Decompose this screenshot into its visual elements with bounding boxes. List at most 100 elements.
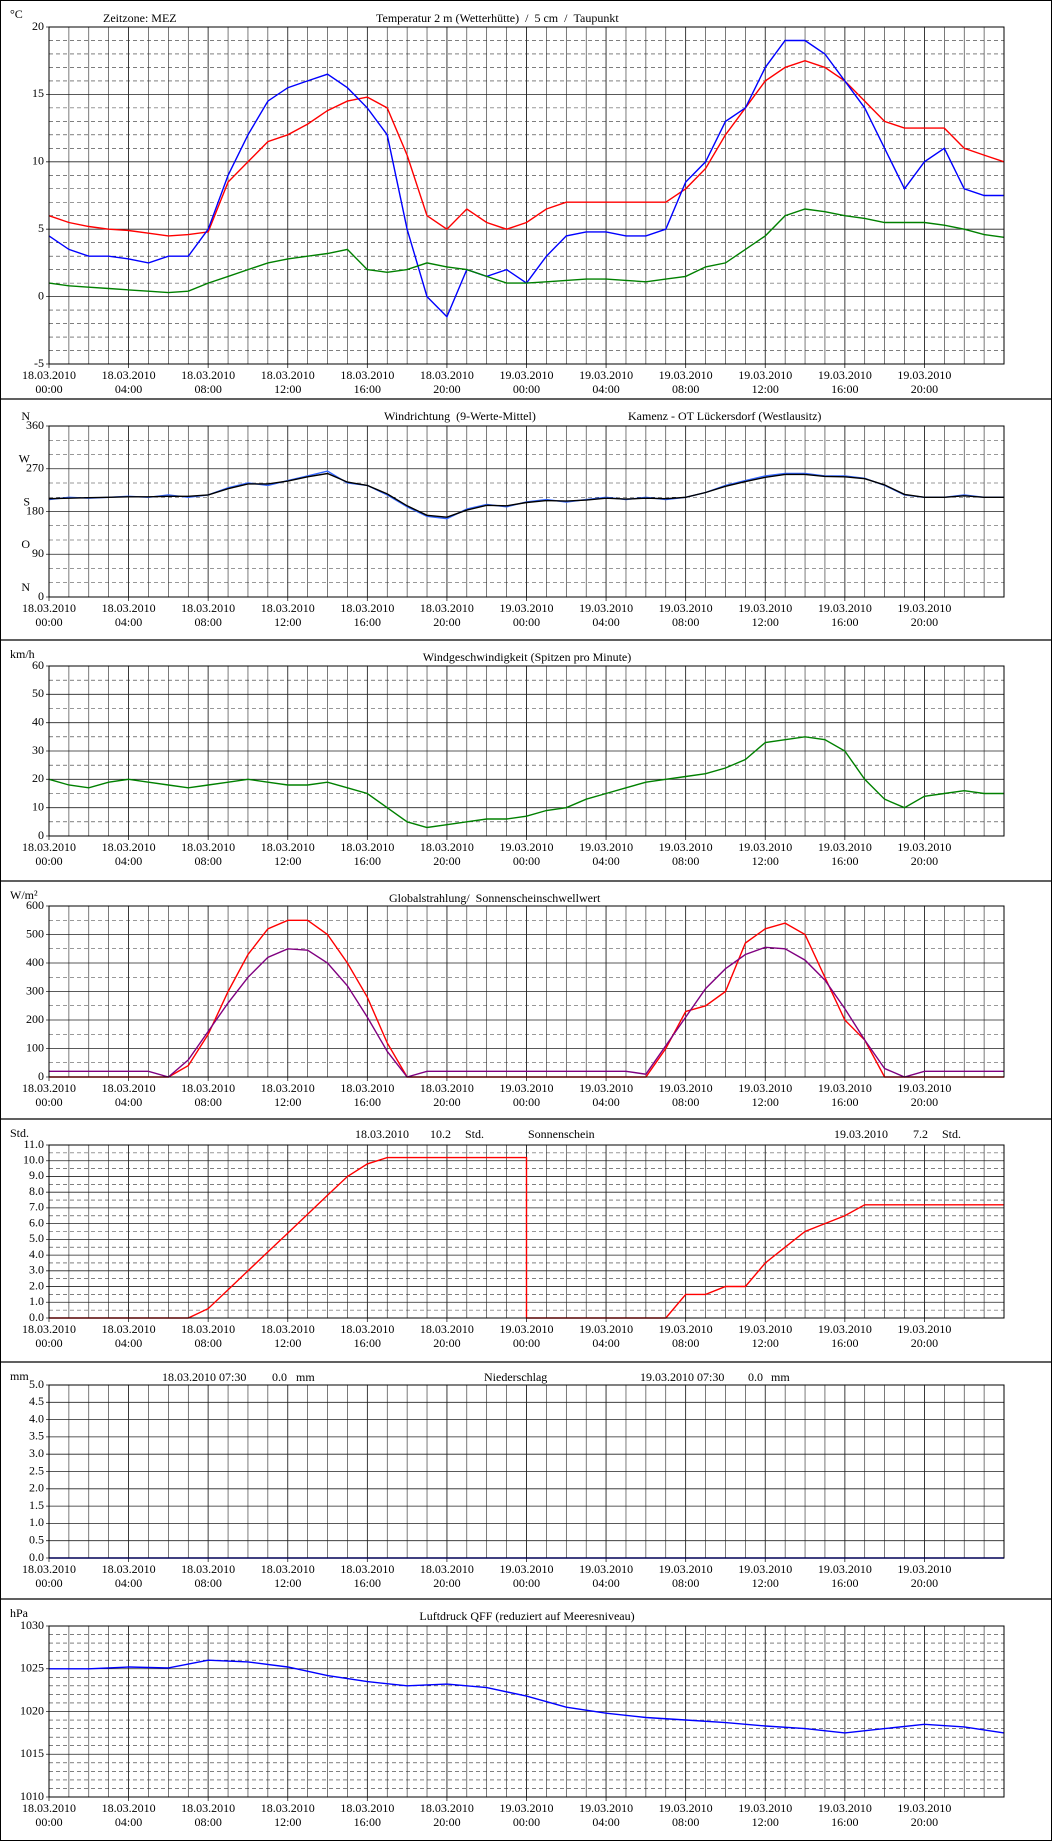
unit-label: km/h xyxy=(10,647,35,661)
x-tick-label: 19.03.2010 20:00 xyxy=(897,1801,951,1829)
x-tick-label: 19.03.2010 08:00 xyxy=(659,840,713,868)
chart-title: Luftdruck QFF (reduziert auf Meeresnivea… xyxy=(419,1609,634,1623)
x-tick-label: 19.03.2010 04:00 xyxy=(579,601,633,629)
plot-frame xyxy=(48,905,1005,1078)
x-tick-label: 19.03.2010 16:00 xyxy=(818,601,872,629)
x-tick-label: 19.03.2010 12:00 xyxy=(738,1801,792,1829)
series-line xyxy=(49,1659,1005,1734)
x-tick-label: 18.03.2010 08:00 xyxy=(181,840,235,868)
y-tick-label: 20 xyxy=(32,19,44,33)
annotation: Std. xyxy=(942,1127,961,1141)
x-tick-label: 18.03.2010 20:00 xyxy=(420,1801,474,1829)
x-tick-label: 19.03.2010 04:00 xyxy=(579,368,633,396)
y-tick-label: 1025 xyxy=(20,1661,44,1675)
x-tick-label: 18.03.2010 12:00 xyxy=(261,368,315,396)
x-tick-label: 18.03.2010 12:00 xyxy=(261,840,315,868)
x-tick-label: 19.03.2010 20:00 xyxy=(897,368,951,396)
y-tick-label: 30 xyxy=(32,743,44,757)
y-tick-label: 0 xyxy=(38,288,44,302)
x-tick-label: 18.03.2010 20:00 xyxy=(420,840,474,868)
y-tick-label: 0.5 xyxy=(29,1532,44,1546)
x-tick-label: 19.03.2010 12:00 xyxy=(738,1562,792,1590)
y-tick-label: 500 xyxy=(26,926,44,940)
x-tick-label: 19.03.2010 00:00 xyxy=(500,1322,554,1350)
x-tick-label: 18.03.2010 16:00 xyxy=(340,1322,394,1350)
x-tick-label: 19.03.2010 00:00 xyxy=(500,368,554,396)
x-tick-label: 18.03.2010 16:00 xyxy=(340,601,394,629)
direction-label: N xyxy=(21,580,30,594)
x-tick-label: 19.03.2010 00:00 xyxy=(500,601,554,629)
x-tick-label: 18.03.2010 04:00 xyxy=(102,840,156,868)
plot-frame xyxy=(48,26,1005,365)
y-tick-label: 8.0 xyxy=(29,1184,44,1198)
y-tick-label: 50 xyxy=(32,686,44,700)
x-tick-label: 19.03.2010 16:00 xyxy=(818,1801,872,1829)
y-tick-label: 3.5 xyxy=(29,1429,44,1443)
unit-label: °C xyxy=(10,7,23,21)
direction-label: N xyxy=(21,409,30,423)
y-tick-label: 300 xyxy=(26,983,44,997)
y-tick-label: 5 xyxy=(38,221,44,235)
x-tick-label: 18.03.2010 08:00 xyxy=(181,1322,235,1350)
x-tick-label: 19.03.2010 00:00 xyxy=(500,1081,554,1109)
y-tick-label: 1030 xyxy=(20,1618,44,1632)
x-tick-label: 19.03.2010 16:00 xyxy=(818,1081,872,1109)
annotation: Std. xyxy=(465,1127,484,1141)
x-tick-label: 19.03.2010 08:00 xyxy=(659,368,713,396)
y-tick-label: 10 xyxy=(32,799,44,813)
annotation: 0.0 xyxy=(748,1370,763,1384)
x-tick-label: 19.03.2010 16:00 xyxy=(818,1562,872,1590)
x-tick-label: 18.03.2010 16:00 xyxy=(340,1562,394,1590)
y-tick-label: 0 xyxy=(38,828,44,842)
x-tick-label: 18.03.2010 04:00 xyxy=(102,1081,156,1109)
unit-label: Std. xyxy=(10,1126,29,1140)
y-tick-label: 360 xyxy=(26,418,44,432)
x-tick-label: 18.03.2010 08:00 xyxy=(181,1801,235,1829)
x-tick-label: 19.03.2010 04:00 xyxy=(579,1801,633,1829)
y-tick-label: 9.0 xyxy=(29,1168,44,1182)
y-tick-label: 600 xyxy=(26,898,44,912)
x-tick-label: 18.03.2010 20:00 xyxy=(420,1562,474,1590)
x-tick-label: 18.03.2010 00:00 xyxy=(22,1801,76,1829)
x-tick-label: 18.03.2010 00:00 xyxy=(22,1322,76,1350)
x-tick-label: 19.03.2010 00:00 xyxy=(500,840,554,868)
x-tick-label: 19.03.2010 20:00 xyxy=(897,1562,951,1590)
x-tick-label: 18.03.2010 16:00 xyxy=(340,840,394,868)
x-tick-label: 19.03.2010 12:00 xyxy=(738,1322,792,1350)
y-tick-label: 20 xyxy=(32,771,44,785)
unit-label: hPa xyxy=(10,1606,29,1620)
x-tick-label: 18.03.2010 04:00 xyxy=(102,368,156,396)
x-tick-label: 19.03.2010 16:00 xyxy=(818,1322,872,1350)
x-tick-label: 18.03.2010 00:00 xyxy=(22,1081,76,1109)
legend-label: Temperatur 2 m (Wetterhütte) xyxy=(376,11,519,25)
x-tick-label: 18.03.2010 00:00 xyxy=(22,601,76,629)
direction-label: W xyxy=(19,452,31,466)
y-tick-label: 270 xyxy=(26,461,44,475)
series-line xyxy=(49,946,1004,1078)
x-tick-label: 18.03.2010 08:00 xyxy=(181,1081,235,1109)
plot-frame xyxy=(48,1144,1005,1319)
x-tick-label: 19.03.2010 04:00 xyxy=(579,1322,633,1350)
y-tick-label: 2.5 xyxy=(29,1463,44,1477)
plot-frame xyxy=(48,1625,1005,1798)
y-tick-label: 4.0 xyxy=(29,1411,44,1425)
y-tick-label: 40 xyxy=(32,714,44,728)
y-tick-label: -5 xyxy=(34,356,44,370)
y-tick-label: 2.0 xyxy=(29,1481,44,1495)
y-tick-label: 5.0 xyxy=(29,1377,44,1391)
y-tick-label: 180 xyxy=(26,503,44,517)
unit-label: mm xyxy=(10,1369,29,1383)
x-tick-label: 18.03.2010 04:00 xyxy=(102,1322,156,1350)
y-tick-label: 0.0 xyxy=(29,1550,44,1564)
series-line xyxy=(48,472,1004,518)
series-line xyxy=(49,1156,1004,1319)
unit-label: W/m² xyxy=(10,888,38,902)
annotation: 19.03.2010 xyxy=(834,1127,888,1141)
legend-label: (9-Werte-Mittel) xyxy=(456,409,536,423)
plot-frame xyxy=(48,1384,1005,1559)
x-tick-label: 19.03.2010 00:00 xyxy=(500,1801,554,1829)
x-tick-label: 19.03.2010 12:00 xyxy=(738,368,792,396)
legend-label: / xyxy=(564,11,568,25)
